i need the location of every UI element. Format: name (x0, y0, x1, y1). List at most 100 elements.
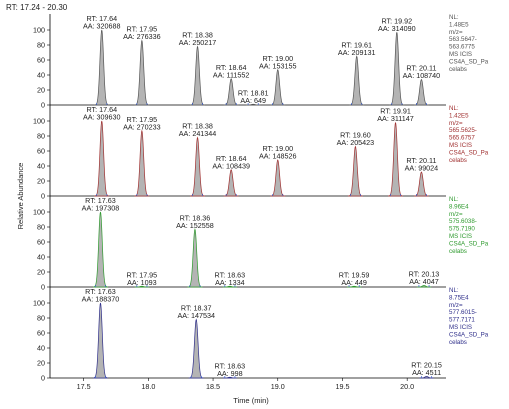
filter-line: 563.5647- (449, 36, 477, 43)
peak-rt-label: RT: 20.13 (409, 270, 440, 279)
y-tick-label: 80 (37, 40, 45, 49)
peak-7 (387, 122, 404, 197)
peak-rt-label: RT: 19.59 (339, 270, 370, 279)
nl-label: NL: (449, 287, 459, 294)
y-tick-label: 0 (41, 191, 45, 200)
y-tick-label: 60 (37, 237, 45, 246)
peak-1 (94, 29, 110, 106)
peak-rt-label: RT: 19.00 (262, 144, 293, 153)
filter-line: 575.7190 (449, 226, 475, 233)
y-tick-label: 20 (37, 267, 45, 276)
peak-aa-label: AA: 1334 (215, 278, 245, 287)
y-tick-label: 80 (37, 313, 45, 322)
peak-aa-label: AA: 108740 (403, 71, 441, 80)
y-tick-label: 100 (33, 25, 45, 34)
peak-rt-label: RT: 19.60 (340, 131, 371, 140)
peak-aa-label: AA: 153155 (259, 61, 297, 70)
x-tick-label: 17.5 (77, 382, 91, 391)
peak-rt-label: RT: 19.00 (262, 54, 293, 63)
peak-rt-label: RT: 17.63 (85, 196, 116, 205)
filter-line: m/z= (449, 302, 463, 309)
peak-3 (189, 45, 206, 106)
peak-rt-label: RT: 17.95 (127, 25, 158, 34)
peak-2 (134, 129, 150, 197)
filter-line: CS4A_SD_Pa (449, 240, 489, 247)
y-tick-label: 40 (37, 252, 45, 261)
peak-aa-label: AA: 649 (240, 96, 266, 105)
peak-8 (389, 32, 405, 106)
peak-rt-label: RT: 18.81 (238, 88, 269, 97)
filter-line: m/z= (449, 120, 463, 127)
peak-rt-label: RT: 17.63 (85, 287, 116, 296)
peak-rt-label: RT: 17.95 (127, 270, 158, 279)
peak-aa-label: AA: 270233 (123, 122, 161, 131)
peak-aa-label: AA: 99024 (405, 164, 439, 173)
peak-rt-label: RT: 18.64 (216, 63, 247, 72)
peak-aa-label: AA: 188370 (82, 295, 120, 304)
peak-rt-label: RT: 19.92 (382, 16, 413, 25)
peak-2 (188, 318, 204, 379)
peak-aa-label: AA: 250217 (179, 38, 217, 47)
filter-line: CS4A_SD_Pa (449, 331, 489, 338)
y-tick-label: 80 (37, 131, 45, 140)
filter-line: celabs (449, 66, 467, 73)
peak-aa-label: AA: 241344 (179, 129, 217, 138)
peak-5 (270, 159, 286, 197)
filter-line: 577.7171 (449, 317, 475, 324)
filter-line: celabs (449, 248, 467, 255)
x-tick-label: 20.0 (400, 382, 414, 391)
filter-line: CS4A_SD_Pa (449, 58, 489, 65)
y-tick-label: 40 (37, 161, 45, 170)
filter-line: m/z= (449, 211, 463, 218)
peak-aa-label: AA: 314090 (378, 24, 416, 33)
y-tick-label: 0 (41, 282, 45, 291)
y-tick-label: 100 (33, 298, 45, 307)
x-tick-label: 18.0 (141, 382, 155, 391)
peak-rt-label: RT: 18.38 (182, 31, 213, 40)
nl-value: 1.42E5 (449, 112, 469, 119)
peak-aa-label: AA: 205423 (337, 138, 375, 147)
rt-range-label: RT: 17.24 - 20.30 (6, 3, 68, 12)
y-tick-label: 80 (37, 222, 45, 231)
peak-aa-label: AA: 209131 (338, 48, 376, 57)
peak-8 (413, 171, 430, 197)
x-tick-label: 19.5 (335, 382, 349, 391)
peak-1 (94, 120, 110, 197)
peak-aa-label: AA: 147534 (177, 311, 215, 320)
peak-aa-label: AA: 4511 (412, 368, 441, 377)
nl-label: NL: (449, 14, 459, 21)
peak-2 (134, 39, 150, 106)
nl-value: 1.48E5 (449, 21, 469, 28)
y-tick-label: 100 (33, 116, 45, 125)
filter-line: m/z= (449, 29, 463, 36)
peak-aa-label: AA: 4047 (409, 277, 439, 286)
y-tick-label: 60 (37, 328, 45, 337)
peak-1 (92, 302, 109, 379)
peak-aa-label: AA: 311147 (377, 114, 414, 123)
peak-rt-label: RT: 20.11 (406, 156, 436, 165)
peak-aa-label: AA: 1093 (127, 278, 157, 287)
peak-6 (347, 145, 364, 197)
y-tick-label: 20 (37, 176, 45, 185)
filter-line: 565.5625- (449, 127, 477, 134)
peak-9 (413, 78, 430, 106)
peak-rt-label: RT: 18.36 (180, 213, 211, 222)
x-axis-label: Time (min) (233, 396, 269, 405)
peak-aa-label: AA: 998 (217, 369, 243, 378)
peak-aa-label: AA: 152558 (176, 221, 214, 230)
filter-line: 575.6038- (449, 218, 477, 225)
nl-value: 8.75E4 (449, 294, 469, 301)
peak-4 (223, 78, 239, 106)
y-tick-label: 0 (41, 373, 45, 382)
peak-rt-label: RT: 18.37 (181, 304, 212, 313)
y-tick-label: 40 (37, 70, 45, 79)
peak-rt-label: RT: 17.64 (86, 105, 117, 114)
nl-label: NL: (449, 105, 459, 112)
peak-aa-label: AA: 309630 (83, 113, 121, 122)
filter-line: MS ICIS (449, 142, 472, 149)
y-tick-label: 60 (37, 146, 45, 155)
y-tick-label: 20 (37, 85, 45, 94)
peak-6 (270, 68, 286, 106)
